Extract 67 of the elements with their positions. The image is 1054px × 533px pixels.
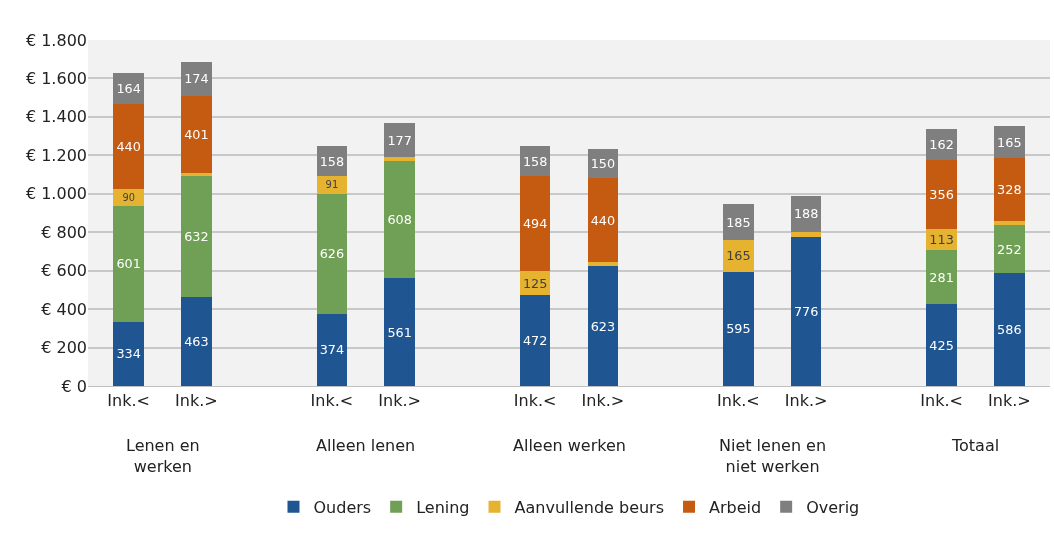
text: Alleen werken [513,436,626,455]
legend-label: Aanvullende beurs [514,497,665,517]
x-tick-label: Ink.> [988,391,1031,411]
data-label: 608 [387,212,412,228]
legend-label: Ouders [313,497,372,517]
data-label: 188 [793,206,819,222]
data-label: 632 [184,228,209,244]
data-label: 158 [522,153,548,169]
x-tick-label: Ink.> [378,391,421,411]
data-label: 626 [319,246,345,262]
y-tick-label: € 1.800 [25,30,87,50]
y-tick-label: € 600 [41,261,87,281]
legend-label: Lening [416,497,470,517]
data-label: 601 [116,256,141,272]
data-label: 463 [184,333,209,349]
y-tick-label: € 400 [41,299,87,319]
data-label: 440 [116,139,141,155]
data-label: 586 [997,322,1022,338]
data-label: 595 [726,321,751,337]
data-label: 425 [929,337,954,353]
data-label: 374 [319,342,345,358]
data-label: 334 [116,346,141,362]
y-tick-label: € 1.200 [25,145,87,165]
y-tick-label: € 200 [41,338,87,358]
data-label: 90 [122,192,135,204]
data-label: 91 [325,179,339,191]
data-label: 401 [184,126,209,142]
data-label: 162 [929,137,954,153]
x-tick-label: Ink.> [175,391,218,411]
data-label: 125 [522,275,548,291]
data-label: 776 [793,303,819,319]
x-tick-label: Ink.> [784,391,828,411]
data-label: 165 [997,134,1022,150]
text: Lenen en werken [126,436,200,476]
x-tick-label: Ink.< [920,391,963,411]
data-label: 328 [997,181,1022,197]
data-label: 164 [116,81,141,97]
x-tick-label: Ink.> [581,391,625,411]
legend-label: Arbeid [709,497,762,517]
x-tick-label: Ink.< [513,391,557,411]
y-tick-label: € 1.600 [25,69,87,89]
data-label: 494 [522,216,548,232]
data-label: 174 [184,71,209,87]
y-tick-label: € 1.400 [25,107,87,127]
y-tick-label: € 800 [41,222,87,242]
legend-label: Overig [806,497,860,517]
data-label: 185 [726,214,751,230]
text: Alleen lenen [316,436,416,455]
text: Totaal [951,436,1000,455]
x-tick-label: Ink.< [107,391,150,411]
data-label: 440 [590,212,616,228]
data-label: 623 [590,318,616,334]
data-label: 561 [387,324,412,340]
data-label: 150 [590,155,616,171]
data-label: 113 [929,231,954,247]
data-label: 281 [929,269,954,285]
data-label: 252 [997,241,1022,257]
data-label: 177 [387,132,412,148]
x-tick-label: Ink.< [717,391,760,411]
data-label: 165 [726,248,751,264]
x-tick-label: Ink.< [310,391,354,411]
data-label: 158 [319,153,345,169]
text: Niet lenen en niet werken [719,436,827,476]
y-tick-label: € 0 [61,376,87,396]
data-label: 356 [929,186,954,202]
data-label: 472 [522,333,548,349]
y-tick-label: € 1.000 [25,184,87,204]
